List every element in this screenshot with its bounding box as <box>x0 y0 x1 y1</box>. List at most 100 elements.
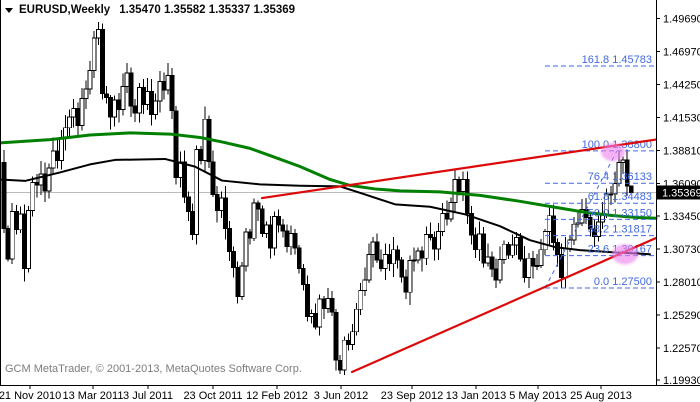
candle <box>628 185 634 193</box>
candle <box>571 223 577 241</box>
candle <box>116 99 122 110</box>
price-tick-label: 1.19930 <box>663 375 700 387</box>
candle <box>50 150 56 169</box>
candle <box>124 72 130 87</box>
candle <box>292 232 298 249</box>
candle <box>436 231 442 250</box>
candle <box>522 258 528 279</box>
candle <box>575 222 581 225</box>
candle <box>145 90 150 106</box>
candle <box>165 75 171 91</box>
price-tick-label: 1.49690 <box>663 14 700 26</box>
candle <box>378 259 384 270</box>
fib-anchor-line[interactable] <box>544 150 618 289</box>
candle <box>280 224 286 232</box>
fib-level-label: 50.0 1.33150 <box>588 207 652 219</box>
price-tick-label: 1.41530 <box>663 113 700 125</box>
candle <box>620 159 626 163</box>
candle <box>235 266 241 297</box>
candle <box>526 257 532 279</box>
candle <box>407 260 413 293</box>
candle <box>505 243 511 256</box>
candle <box>71 107 77 118</box>
ma-slow-green <box>0 131 658 220</box>
candle <box>132 105 138 114</box>
candle <box>497 259 503 281</box>
candle <box>128 72 134 107</box>
candle <box>550 215 556 243</box>
candle <box>538 249 544 266</box>
price-tick-label: 1.33450 <box>663 211 700 223</box>
fib-level-label: 161.8 1.45783 <box>582 54 652 66</box>
symbol-dropdown-icon[interactable] <box>5 7 13 13</box>
candle <box>329 297 335 313</box>
candle <box>411 259 417 262</box>
candle <box>194 149 200 236</box>
candle <box>321 298 327 310</box>
candle <box>464 178 470 214</box>
candle <box>276 215 282 226</box>
candle <box>563 248 569 279</box>
price-tick-label: 1.46970 <box>663 47 700 59</box>
candle <box>477 233 483 251</box>
date-tick-label: 3 Jul 2011 <box>123 390 173 402</box>
candle <box>534 265 540 267</box>
candle <box>161 81 167 91</box>
candle <box>63 127 68 138</box>
candle <box>227 228 232 253</box>
candle <box>190 211 196 236</box>
candle <box>427 234 433 239</box>
candle <box>26 209 32 270</box>
candle <box>79 98 85 126</box>
candle <box>120 86 126 110</box>
fib-level-label: 76.4 1.36133 <box>588 171 652 183</box>
candle <box>288 232 294 248</box>
candle <box>104 93 109 98</box>
candle <box>354 308 360 333</box>
candle <box>444 212 450 220</box>
candle <box>140 87 146 106</box>
candle <box>337 359 343 371</box>
date-tick-label: 5 May 2013 <box>509 390 566 402</box>
candle <box>112 99 118 118</box>
date-tick-label: 25 Aug 2013 <box>570 390 632 402</box>
symbol-period-label: EURUSD,Weekly <box>19 4 111 16</box>
fib-level-label: 38.2 1.31817 <box>588 224 652 236</box>
candle <box>181 161 187 198</box>
date-tick-label: 12 Feb 2012 <box>246 390 308 402</box>
lower-trendline[interactable] <box>350 236 658 374</box>
candle <box>317 298 323 328</box>
candle <box>452 178 458 203</box>
price-tick-label: 1.44250 <box>663 80 700 92</box>
copyright-label: GCM MetaTrader, © 2001-2013, MetaQuotes … <box>5 363 302 375</box>
candle <box>169 75 175 112</box>
candle <box>231 251 237 268</box>
price-tick-label: 1.30730 <box>663 244 700 256</box>
candle <box>136 87 142 114</box>
upper-trendline[interactable] <box>260 138 658 200</box>
candle <box>362 279 368 291</box>
candle <box>214 194 220 211</box>
candle <box>218 197 224 211</box>
candle <box>345 339 351 345</box>
candle <box>546 215 552 232</box>
candle <box>542 231 548 251</box>
candle <box>268 224 273 249</box>
bid-price-badge-label: 1.35369 <box>662 187 700 199</box>
candle <box>263 224 269 234</box>
candle <box>481 233 487 264</box>
candle <box>325 297 331 310</box>
highlight-ellipse[interactable] <box>601 143 625 162</box>
highlight-ellipse[interactable] <box>612 244 638 265</box>
candle <box>87 70 93 90</box>
price-tick-label: 1.22570 <box>663 343 700 355</box>
candle <box>386 254 392 265</box>
candle <box>5 228 11 260</box>
candle <box>493 268 499 281</box>
candle <box>473 234 478 251</box>
candle <box>399 259 405 278</box>
price-tick-label: 1.25290 <box>663 310 700 322</box>
candle <box>370 241 376 256</box>
